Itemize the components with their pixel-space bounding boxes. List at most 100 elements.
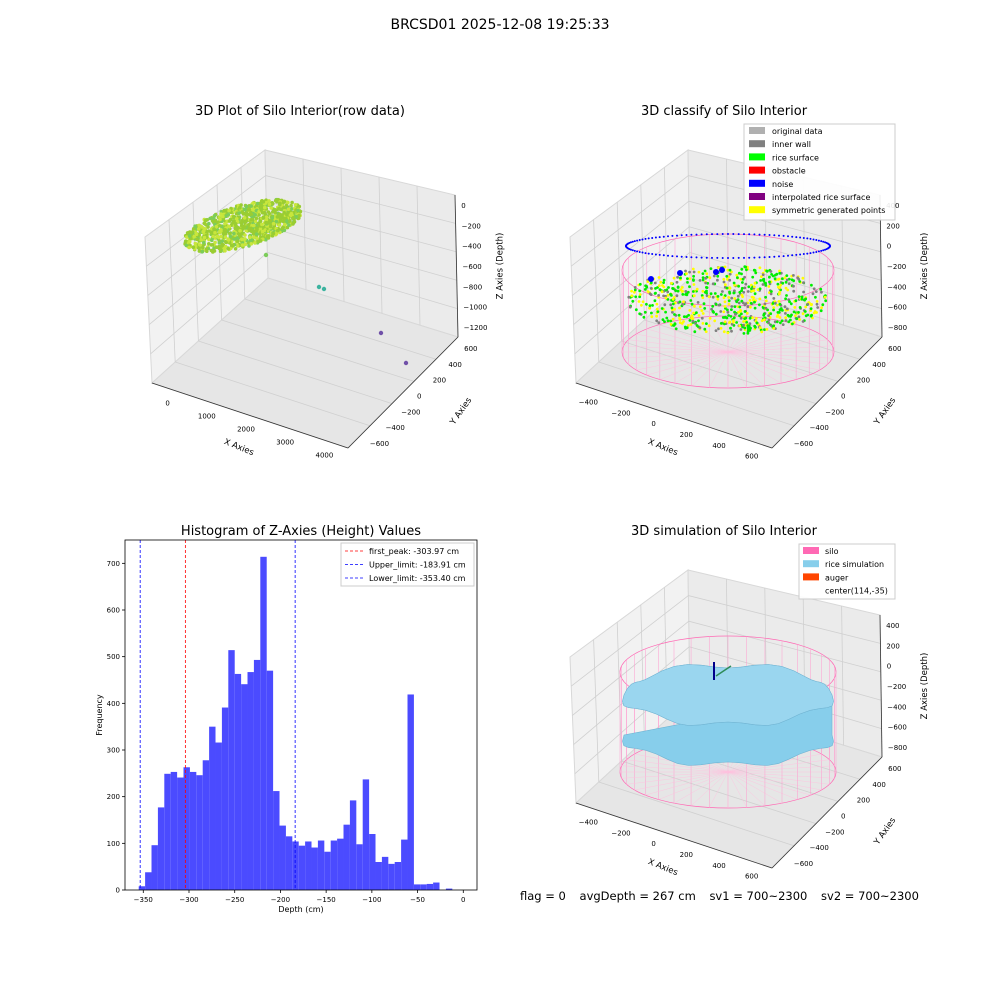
raw-point [289, 203, 293, 208]
raw-point [240, 219, 244, 223]
raw-point [185, 235, 189, 239]
raw-y-tick: 600 [464, 345, 477, 353]
raw-outlier-point [321, 286, 327, 292]
raw-point [202, 240, 206, 245]
raw-point [218, 217, 222, 222]
raw-y-tick: −600 [370, 440, 389, 448]
status-line: flag = 0 avgDepth = 267 cm sv1 = 700~230… [520, 889, 929, 903]
raw-y-tick: −200 [401, 408, 420, 416]
raw-point [255, 201, 260, 206]
raw-point [184, 243, 189, 248]
raw-point [266, 210, 271, 214]
raw-point [212, 213, 217, 218]
raw-point [240, 232, 244, 236]
raw-point [289, 211, 294, 216]
raw-x-tick: 2000 [237, 426, 255, 434]
raw-point [243, 220, 248, 224]
raw-point [224, 232, 228, 236]
raw-point [214, 245, 219, 249]
raw-point [232, 214, 236, 219]
raw-point [267, 202, 272, 206]
raw-point [278, 201, 282, 206]
raw-point [258, 219, 263, 224]
raw-point [243, 237, 247, 241]
raw-point [213, 240, 217, 245]
raw-point [210, 219, 215, 223]
raw-point [296, 208, 300, 213]
raw-point [276, 228, 280, 233]
raw-point [234, 217, 239, 221]
status-avg-depth: avgDepth = 267 cm [579, 889, 696, 903]
raw-point [204, 247, 209, 251]
raw-point [244, 212, 249, 216]
raw-z-tick: −400 [462, 243, 481, 251]
raw-point [286, 200, 290, 205]
raw-point [187, 239, 192, 244]
grid-line [340, 167, 345, 302]
raw-point [235, 239, 240, 244]
raw-point [236, 231, 241, 236]
figure-title: BRCSD01 2025-12-08 19:25:33 [390, 17, 610, 33]
raw-z-tick: 0 [461, 202, 465, 210]
raw-point [277, 214, 281, 219]
raw-point [252, 223, 256, 228]
raw-point [238, 206, 242, 210]
raw-point [213, 231, 217, 235]
raw-point [219, 244, 224, 248]
raw-point [217, 241, 222, 245]
raw-point [255, 236, 259, 241]
raw-z-tick: −600 [463, 263, 482, 271]
raw-point [193, 224, 197, 228]
raw-point [211, 216, 216, 220]
raw-point [256, 221, 261, 226]
raw-point [258, 232, 262, 236]
raw-point [227, 219, 232, 223]
raw-z-tick: −200 [462, 222, 481, 230]
raw-point [218, 229, 222, 234]
raw-outlier-point [316, 284, 322, 290]
raw-point [244, 228, 249, 233]
raw-point [233, 226, 237, 231]
raw-point [278, 219, 283, 223]
raw-point [270, 216, 275, 220]
raw-point [293, 203, 298, 207]
simulation-plot-title: 3D simulation of Silo Interior [631, 524, 817, 539]
raw-point [183, 239, 188, 244]
raw-point [283, 222, 287, 227]
raw-point [254, 216, 259, 221]
raw-point [191, 245, 196, 250]
grid-line [168, 219, 176, 363]
raw-point [218, 247, 223, 252]
raw-x-tick: 4000 [315, 452, 333, 460]
raw-point [249, 204, 253, 208]
grid-line [150, 251, 458, 355]
raw-point [209, 243, 214, 247]
z-axis-line [454, 194, 459, 338]
raw-point [254, 226, 259, 230]
raw-point [285, 213, 289, 217]
raw-point [241, 211, 246, 216]
raw-point [197, 246, 201, 250]
raw-point [187, 234, 192, 238]
raw-point [240, 243, 245, 247]
raw-point [229, 243, 234, 248]
raw-point [227, 231, 232, 236]
y-axis-line [347, 336, 459, 449]
raw-point [282, 210, 287, 215]
raw-point [232, 231, 236, 236]
raw-point [256, 239, 261, 244]
status-sv1: sv1 = 700~2300 [709, 889, 808, 903]
raw-point [290, 207, 294, 211]
raw-point [268, 218, 273, 223]
raw-point [233, 247, 238, 251]
raw-ylabel: Y Axies [448, 395, 475, 427]
raw-point [223, 244, 228, 249]
raw-point [219, 212, 223, 216]
raw-point [257, 213, 261, 217]
grid-line [198, 340, 393, 404]
raw-x-tick: 3000 [276, 439, 294, 447]
x-axis-line [151, 382, 349, 449]
raw-point [212, 246, 216, 250]
raw-point [260, 229, 265, 234]
raw-point [207, 237, 211, 242]
